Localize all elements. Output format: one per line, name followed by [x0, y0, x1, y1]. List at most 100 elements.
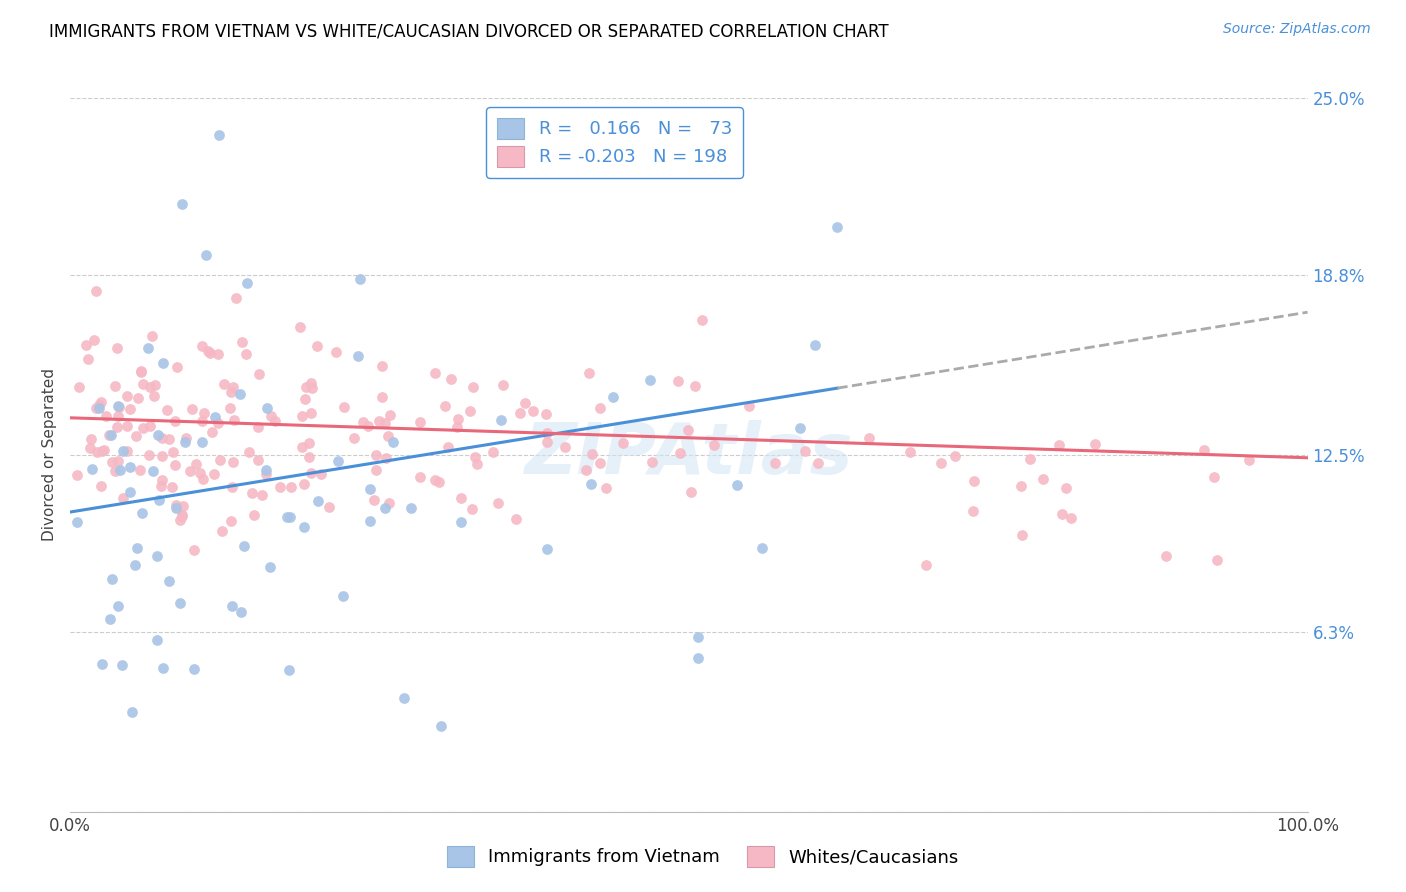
- Point: [378, 408, 401, 422]
- Point: [183, 542, 205, 557]
- Point: [120, 485, 142, 500]
- Point: [191, 414, 214, 428]
- Point: [218, 401, 240, 415]
- Point: [80, 462, 103, 476]
- Point: [536, 425, 558, 440]
- Point: [595, 481, 617, 495]
- Point: [165, 498, 187, 512]
- Point: [195, 248, 218, 262]
- Point: [190, 467, 212, 481]
- Point: [79, 442, 101, 456]
- Point: [87, 398, 110, 412]
- Point: [349, 272, 371, 286]
- Point: [364, 463, 387, 477]
- Point: [174, 431, 197, 445]
- Point: [104, 463, 127, 477]
- Point: [202, 467, 225, 482]
- Point: [162, 445, 184, 459]
- Point: [129, 364, 152, 378]
- Point: [943, 449, 966, 463]
- Point: [165, 458, 187, 473]
- Point: [107, 401, 129, 415]
- Point: [240, 486, 263, 500]
- Point: [827, 219, 849, 234]
- Point: [1010, 478, 1032, 492]
- Point: [681, 484, 703, 499]
- Point: [236, 277, 259, 291]
- Point: [458, 403, 481, 417]
- Point: [359, 514, 381, 528]
- Point: [436, 440, 458, 454]
- Point: [683, 379, 706, 393]
- Point: [299, 376, 322, 390]
- Point: [430, 719, 453, 733]
- Point: [165, 414, 187, 428]
- Point: [666, 374, 689, 388]
- Point: [1050, 507, 1073, 521]
- Point: [299, 466, 322, 480]
- Point: [1019, 451, 1042, 466]
- Point: [105, 419, 128, 434]
- Point: [347, 349, 370, 363]
- Point: [450, 515, 472, 529]
- Point: [157, 433, 180, 447]
- Point: [98, 612, 121, 626]
- Point: [858, 431, 880, 445]
- Point: [640, 373, 662, 387]
- Point: [222, 413, 245, 427]
- Point: [84, 284, 107, 298]
- Point: [256, 401, 278, 416]
- Point: [1047, 438, 1070, 452]
- Point: [139, 380, 162, 394]
- Point: [165, 500, 187, 515]
- Point: [669, 445, 692, 459]
- Point: [229, 387, 252, 401]
- Text: IMMIGRANTS FROM VIETNAM VS WHITE/CAUCASIAN DIVORCED OR SEPARATED CORRELATION CHA: IMMIGRANTS FROM VIETNAM VS WHITE/CAUCASI…: [49, 22, 889, 40]
- Point: [219, 514, 242, 528]
- Point: [575, 463, 598, 477]
- Point: [90, 395, 112, 409]
- Point: [108, 462, 131, 476]
- Point: [96, 409, 118, 424]
- Point: [292, 520, 315, 534]
- Point: [408, 469, 430, 483]
- Point: [676, 424, 699, 438]
- Point: [142, 464, 165, 478]
- Point: [209, 453, 232, 467]
- Point: [280, 509, 302, 524]
- Point: [332, 589, 354, 603]
- Point: [170, 196, 193, 211]
- Point: [367, 413, 389, 427]
- Point: [962, 504, 984, 518]
- Point: [156, 402, 179, 417]
- Point: [93, 442, 115, 457]
- Point: [231, 605, 253, 619]
- Point: [803, 338, 825, 352]
- Point: [299, 406, 322, 420]
- Point: [80, 432, 103, 446]
- Point: [221, 480, 243, 494]
- Point: [212, 376, 235, 391]
- Point: [363, 492, 385, 507]
- Point: [807, 456, 830, 470]
- Point: [447, 412, 470, 426]
- Point: [333, 400, 356, 414]
- Point: [83, 333, 105, 347]
- Point: [91, 444, 114, 458]
- Point: [1054, 481, 1077, 495]
- Y-axis label: Divorced or Separated: Divorced or Separated: [42, 368, 58, 541]
- Point: [581, 447, 603, 461]
- Point: [160, 480, 183, 494]
- Point: [513, 395, 536, 409]
- Point: [1239, 453, 1261, 467]
- Point: [124, 558, 146, 573]
- Point: [259, 560, 281, 574]
- Point: [291, 440, 314, 454]
- Point: [197, 344, 219, 359]
- Point: [491, 378, 513, 392]
- Point: [100, 427, 122, 442]
- Point: [146, 427, 169, 442]
- Point: [131, 377, 153, 392]
- Point: [301, 381, 323, 395]
- Point: [465, 457, 488, 471]
